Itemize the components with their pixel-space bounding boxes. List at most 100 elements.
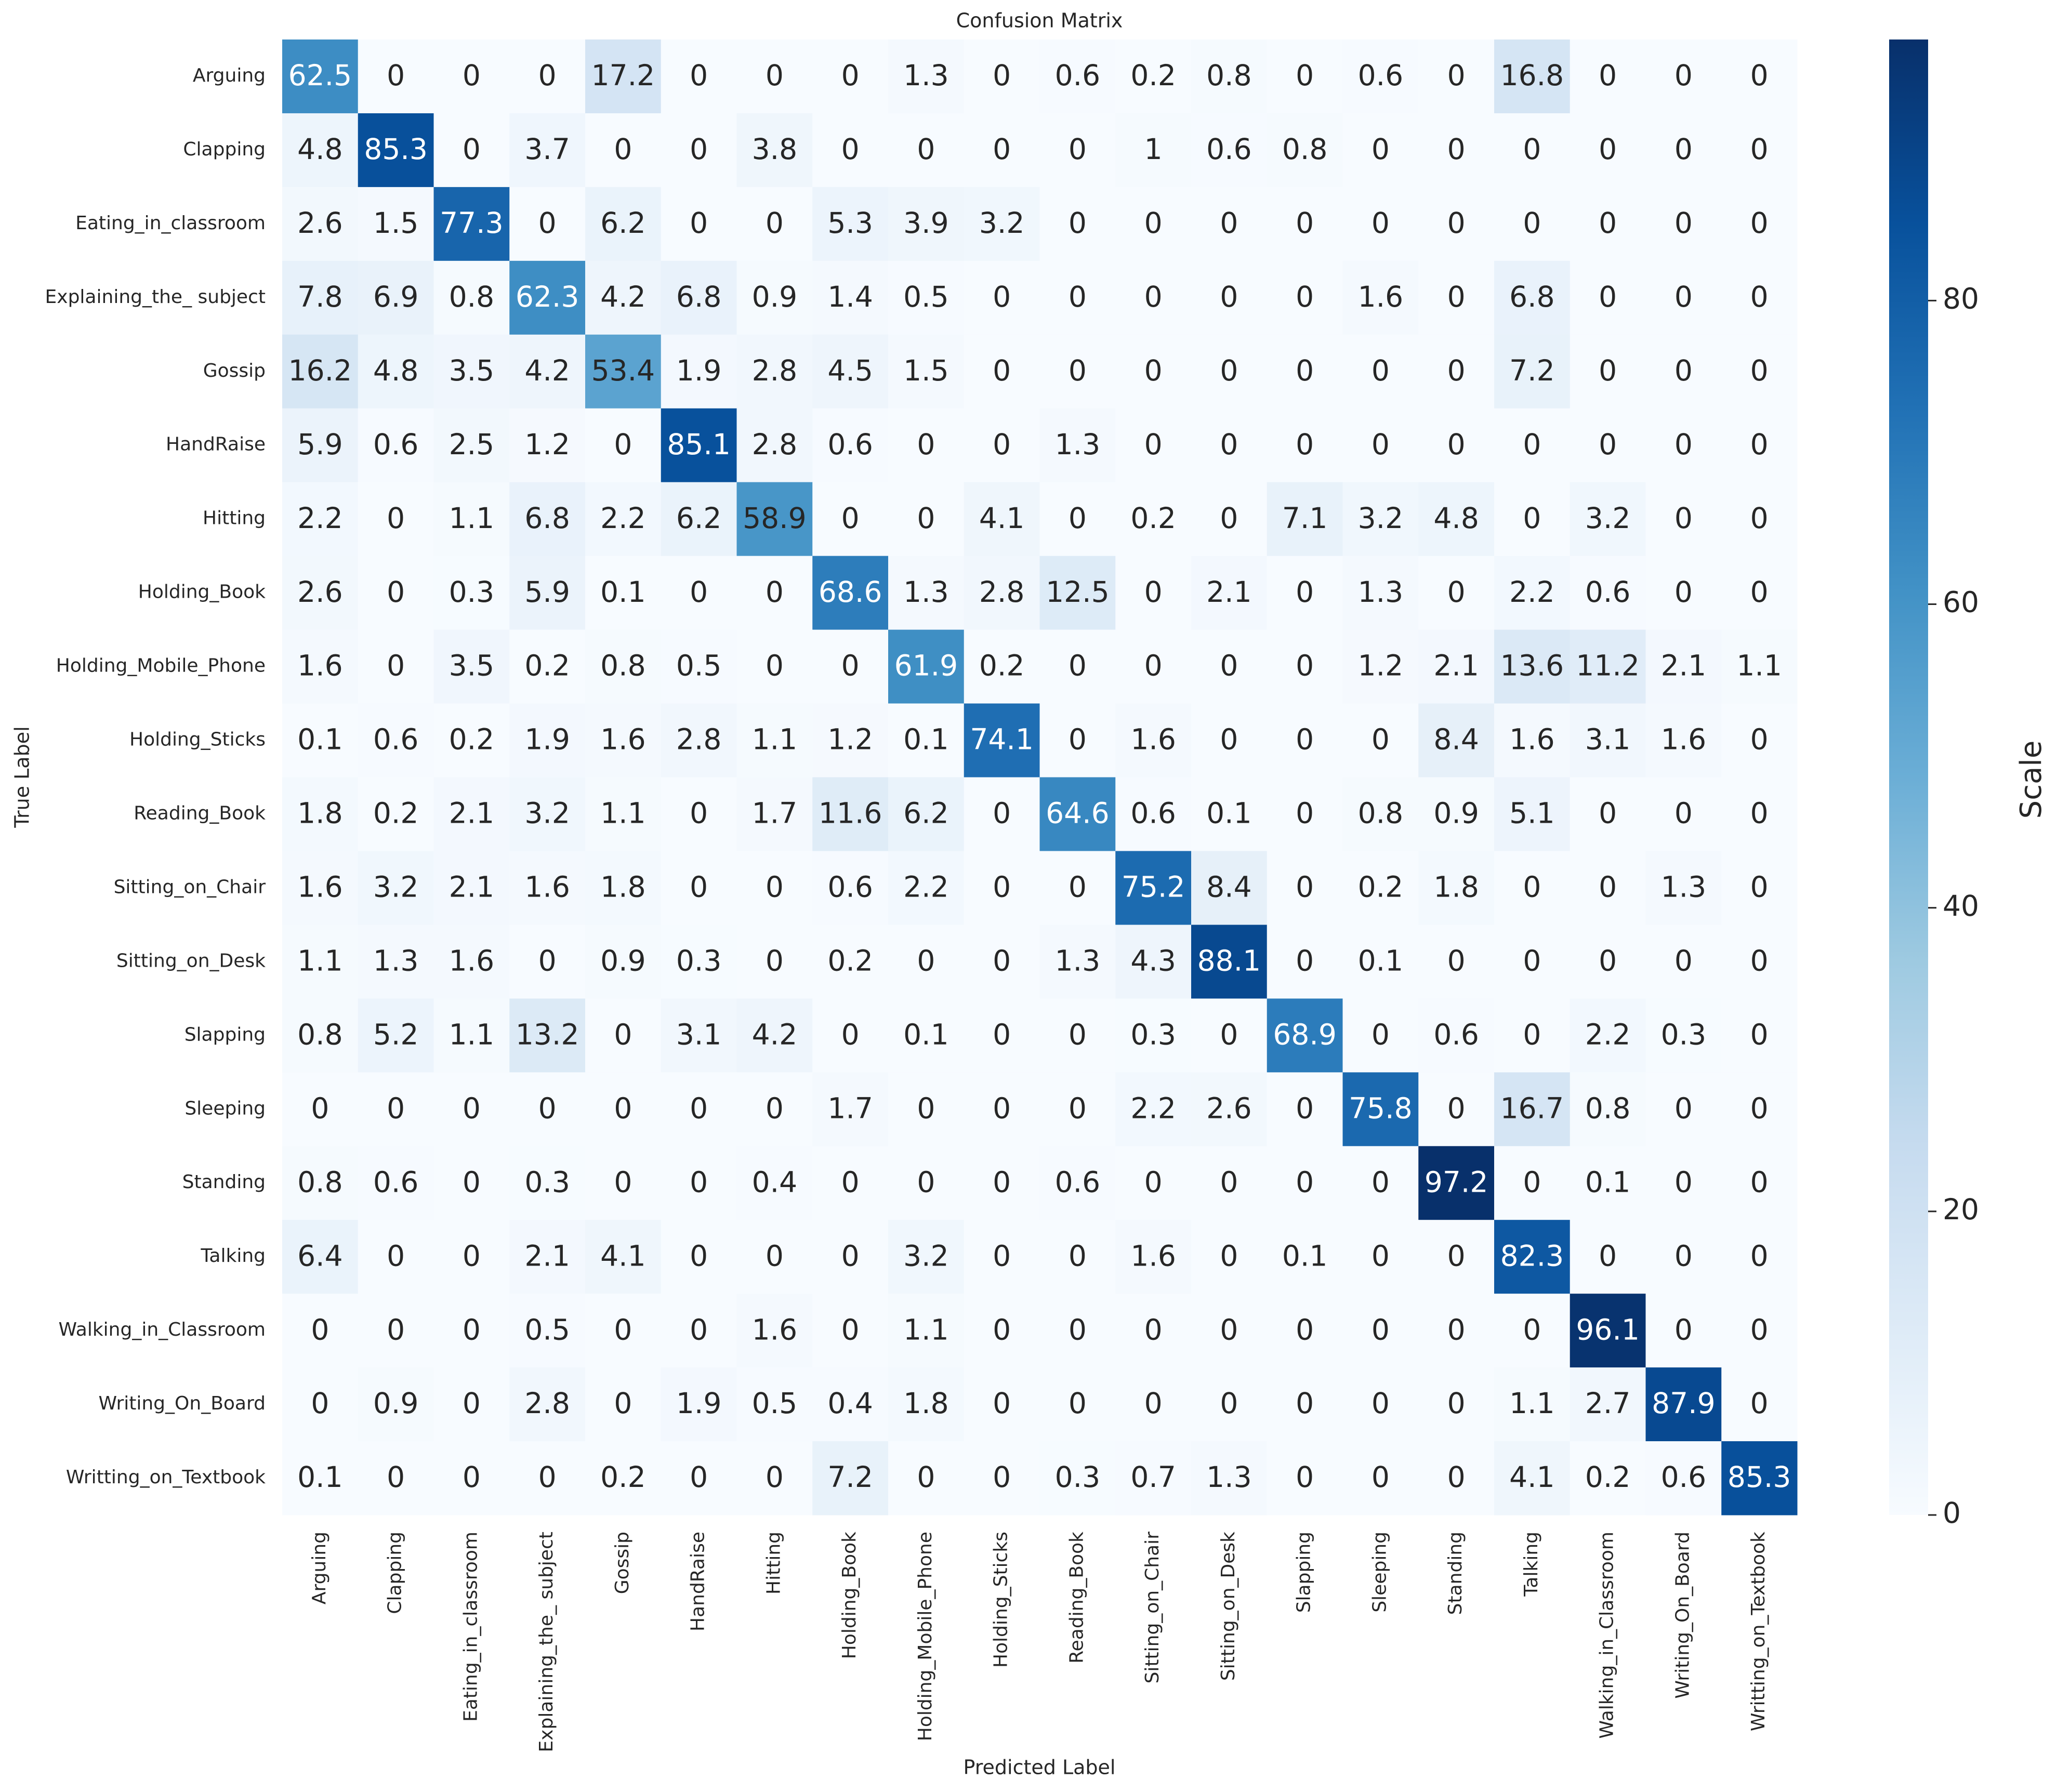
cell [964, 629, 1040, 704]
cell [661, 629, 737, 704]
cell-label: 0 [841, 1313, 860, 1346]
cell [509, 703, 586, 778]
cell-label: 0 [1523, 206, 1541, 240]
cell [736, 1367, 813, 1442]
cell-label: 0 [1220, 206, 1238, 240]
cell [1645, 260, 1722, 335]
cell-label: 0.2 [1585, 1460, 1630, 1494]
cell [282, 851, 359, 925]
cell-label: 0 [690, 1460, 708, 1494]
cell [1570, 1441, 1646, 1516]
cell [585, 556, 662, 630]
cell-label: 0 [1447, 428, 1466, 461]
cell-label: 0 [1296, 649, 1314, 682]
cell [1721, 113, 1798, 188]
cell-label: 0 [1674, 428, 1693, 461]
cell-label: 0 [917, 428, 935, 461]
x-tick-label: Sleeping [1369, 1532, 1390, 1613]
cell-label: 3.2 [979, 206, 1024, 240]
cell-label: 1.6 [600, 723, 645, 756]
cell [585, 925, 662, 999]
cell-label: 1.8 [600, 871, 645, 904]
cell-label: 0 [1599, 59, 1617, 92]
cell-label: 3.9 [903, 206, 948, 240]
y-tick-label: Holding_Book [138, 582, 266, 603]
cell-label: 0 [1296, 59, 1314, 92]
cell-label: 0 [993, 59, 1011, 92]
y-axis-label: True Label [11, 726, 34, 828]
cell [358, 851, 434, 925]
cell-label: 0 [690, 206, 708, 240]
cell [812, 1146, 889, 1220]
cell [1191, 925, 1268, 999]
cell [433, 1072, 510, 1147]
cell [661, 334, 737, 409]
cell [1342, 1294, 1419, 1368]
cell-label: 0 [538, 59, 557, 92]
cell [282, 925, 359, 999]
cell-label: 0.9 [600, 944, 645, 978]
cell [358, 777, 434, 851]
cell [1570, 334, 1646, 409]
x-tick-label: Sitting_on_Chair [1142, 1532, 1163, 1684]
cell-label: 0 [1523, 1165, 1541, 1198]
x-tick-label: Writing_On_Board [1672, 1532, 1693, 1699]
cell-label: 0 [1674, 575, 1693, 609]
cell [888, 408, 965, 483]
cell-label: 0 [690, 1165, 708, 1198]
cell-label: 1.6 [1661, 723, 1706, 756]
cell [509, 1072, 586, 1147]
cell-label: 0.7 [1130, 1460, 1176, 1494]
cell-label: 0.8 [297, 1165, 342, 1198]
cell-label: 0 [1296, 1165, 1314, 1198]
cell-label: 87.9 [1652, 1387, 1715, 1420]
cell [964, 851, 1040, 925]
cell [1342, 408, 1419, 483]
cell [1645, 556, 1722, 630]
cell [585, 1220, 662, 1294]
cell [1721, 334, 1798, 409]
cell [736, 925, 813, 999]
cell-label: 0.6 [1433, 1018, 1479, 1051]
cell [736, 1072, 813, 1147]
cell-label: 0 [1069, 133, 1087, 166]
cell [1418, 925, 1495, 999]
cell-label: 1.8 [297, 797, 342, 830]
cell-label: 0 [1674, 133, 1693, 166]
cell [1645, 1220, 1722, 1294]
cell-label: 0 [1674, 354, 1693, 387]
cell [1342, 1072, 1419, 1147]
cell [585, 777, 662, 851]
cell-label: 0 [1447, 59, 1466, 92]
cell-label: 0 [1372, 1239, 1390, 1272]
cell [736, 113, 813, 188]
cell-label: 7.8 [297, 280, 342, 313]
cell [1191, 39, 1268, 114]
cell-label: 0.2 [1358, 871, 1403, 904]
cell [1039, 703, 1116, 778]
cell-label: 0 [993, 944, 1011, 978]
cell [358, 1294, 434, 1368]
cell-label: 82.3 [1500, 1239, 1564, 1272]
cell-label: 0.8 [297, 1018, 342, 1051]
cell-label: 0 [1220, 1313, 1238, 1346]
cell [1494, 1146, 1571, 1220]
cell [1191, 408, 1268, 483]
cell-label: 12.5 [1046, 575, 1109, 609]
cell [358, 334, 434, 409]
cell-label: 0 [1144, 206, 1163, 240]
cell [1267, 334, 1343, 409]
cell-label: 0 [1674, 944, 1693, 978]
cell-label: 3.1 [676, 1018, 721, 1051]
cell-label: 0 [1220, 1165, 1238, 1198]
cell-label: 0 [766, 206, 784, 240]
cell [1039, 1294, 1116, 1368]
cell [282, 1146, 359, 1220]
cell-label: 74.1 [970, 723, 1033, 756]
cell-label: 0 [690, 133, 708, 166]
cell-label: 0 [1447, 354, 1466, 387]
colorbar [1889, 39, 1928, 1515]
x-tick-label: Explaining_the_ subject [536, 1532, 557, 1752]
cell-label: 0 [463, 1313, 481, 1346]
cell-label: 0 [1069, 1313, 1087, 1346]
